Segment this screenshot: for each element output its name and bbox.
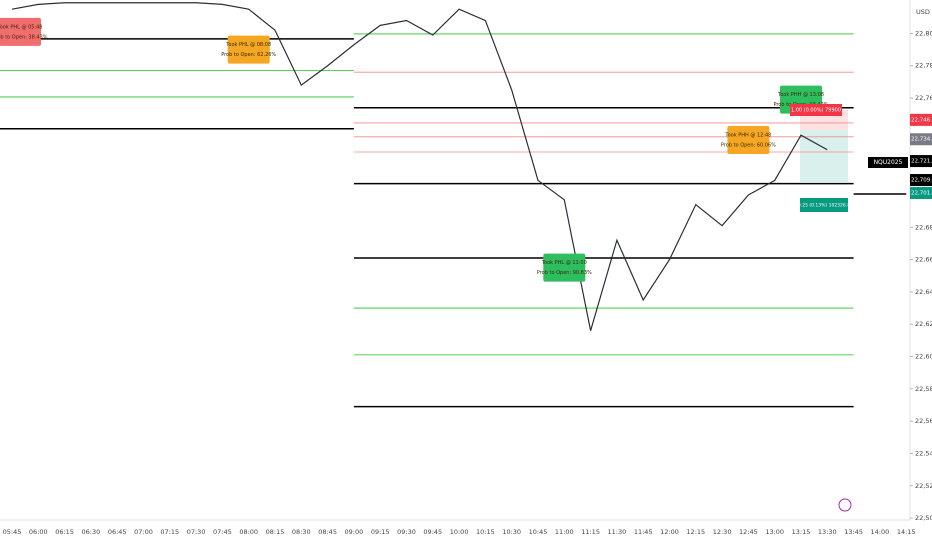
- y-tick-label: 22,580.00: [915, 385, 932, 393]
- x-tick-label: 08:45: [318, 528, 337, 536]
- x-tick-label: 11:00: [555, 528, 574, 536]
- x-tick-label: 09:45: [423, 528, 442, 536]
- x-tick-label: 10:15: [476, 528, 495, 536]
- stop-label-box: [790, 104, 842, 116]
- symbol-label: NQU2025: [874, 159, 903, 166]
- price-tag-label: 22,701.25: [911, 191, 932, 197]
- price-tag: [910, 155, 932, 168]
- annotation-box: [543, 253, 586, 282]
- target-zone: [800, 130, 848, 182]
- x-tick-label: 06:30: [82, 528, 101, 536]
- annotation-text: Took PHL @ 11:00: [541, 260, 587, 266]
- price-line: [11, 2, 828, 331]
- symbol-box: [868, 157, 908, 168]
- x-tick-label: 11:30: [608, 528, 627, 536]
- y-tick-label: 22,760.00: [915, 94, 932, 102]
- annotation-text: Prob to Open: 62.26%: [221, 52, 276, 58]
- x-tick-label: 12:00: [660, 528, 679, 536]
- x-tick-label: 09:30: [397, 528, 416, 536]
- x-tick-label: 08:30: [292, 528, 311, 536]
- stop-label: 1.00 (0.00%) 79900: [791, 108, 841, 114]
- y-tick-label: 22,500.00: [915, 514, 932, 522]
- y-tick-label: 22,520.00: [915, 482, 932, 490]
- event-icon[interactable]: [838, 498, 852, 512]
- y-tick-label: 22,660.00: [915, 256, 932, 264]
- x-tick-label: 07:00: [134, 528, 153, 536]
- target-label: 30.25 (0.13%) 102326.82: [795, 203, 853, 209]
- x-tick-label: 06:45: [108, 528, 127, 536]
- x-tick-label: 12:30: [713, 528, 732, 536]
- x-tick-label: 10:00: [450, 528, 469, 536]
- price-tag-label: 22,721.00: [911, 159, 932, 165]
- x-tick-label: 07:45: [213, 528, 232, 536]
- x-tick-label: 13:45: [844, 528, 863, 536]
- x-tick-label: 06:15: [55, 528, 74, 536]
- annotation-text: Prob to Open: 60.06%: [721, 143, 776, 149]
- price-tag: [910, 133, 932, 146]
- x-tick-label: 07:30: [187, 528, 206, 536]
- y-tick-label: 22,620.00: [915, 320, 932, 328]
- price-tag: [910, 174, 932, 187]
- x-tick-label: 12:15: [686, 528, 705, 536]
- y-tick-label: 22,640.00: [915, 288, 932, 296]
- x-tick-label: 10:45: [529, 528, 548, 536]
- annotation-text: Took PHH @ 12:48: [724, 133, 771, 139]
- y-tick-label: 22,680.00: [915, 223, 932, 231]
- x-tick-label: 10:30: [502, 528, 521, 536]
- x-tick-label: 13:00: [765, 528, 784, 536]
- annotation-box: [727, 126, 770, 155]
- x-tick-label: 09:00: [345, 528, 364, 536]
- y-tick-label: 22,560.00: [915, 417, 932, 425]
- x-tick-label: 06:00: [29, 528, 48, 536]
- y-tick-label: 22,600.00: [915, 353, 932, 361]
- x-tick-label: 07:15: [160, 528, 179, 536]
- annotation-text: Prob to Open: 38.43%: [0, 34, 48, 40]
- x-tick-label: 14:00: [871, 528, 890, 536]
- x-tick-label: 13:30: [818, 528, 837, 536]
- price-tag-label: 22,734.50: [911, 137, 932, 143]
- y-tick-label: 22,780.00: [915, 62, 932, 70]
- x-tick-label: 13:15: [792, 528, 811, 536]
- target-label-box: [800, 198, 848, 212]
- currency: USD: [916, 8, 930, 16]
- price-tag: [910, 187, 932, 200]
- x-tick-label: 11:45: [634, 528, 653, 536]
- x-tick-label: 14:15: [897, 528, 916, 536]
- annotation-text: Took PHL @ 05:48: [0, 24, 42, 30]
- annotation-box: [0, 17, 41, 46]
- x-tick-label: 11:15: [581, 528, 600, 536]
- x-tick-label: 05:45: [3, 528, 22, 536]
- price-tag: [910, 113, 932, 126]
- x-tick-label: 08:15: [266, 528, 285, 536]
- x-tick-label: 09:15: [371, 528, 390, 536]
- y-tick-label: 22,800.00: [915, 29, 932, 37]
- annotation-text: Took PHH @ 13:08: [777, 92, 824, 98]
- annotation-text: Took PHL @ 08:08: [225, 42, 271, 48]
- annotation-text: Prob to Open: 90.83%: [537, 270, 592, 276]
- y-tick-label: 22,540.00: [915, 449, 932, 457]
- annotation-box: [227, 35, 270, 64]
- x-tick-label: 08:00: [239, 528, 258, 536]
- price-tag-label: 22,709.25: [911, 178, 932, 184]
- price-tag-label: 22,746.50: [911, 117, 932, 123]
- x-tick-label: 12:45: [739, 528, 758, 536]
